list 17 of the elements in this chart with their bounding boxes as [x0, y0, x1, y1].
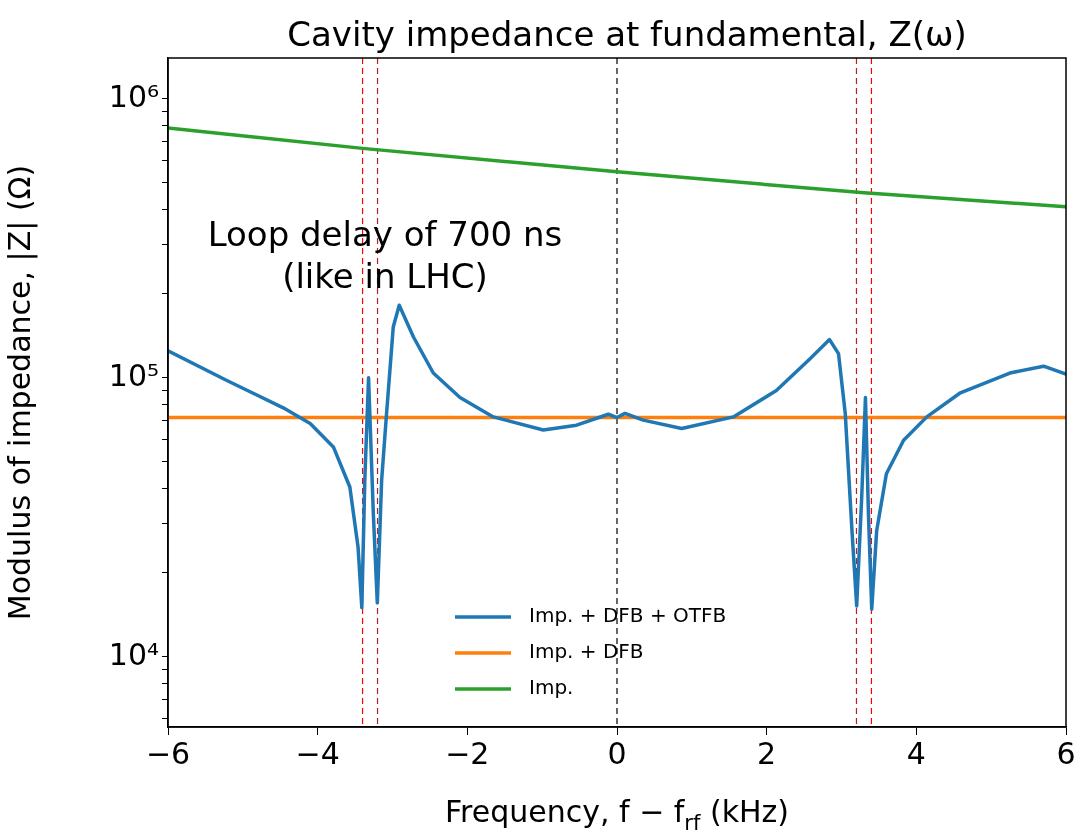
chart-title: Cavity impedance at fundamental, Z(ω)	[287, 14, 967, 54]
legend-label: Imp. + DFB	[529, 639, 644, 664]
y-axis-title: Modulus of impedance, |Z| (Ω)	[1, 164, 38, 621]
legend-label: Imp. + DFB + OTFB	[529, 603, 727, 628]
x-tick-label: −4	[295, 735, 340, 771]
legend-label: Imp.	[529, 675, 574, 700]
x-tick-label: −6	[145, 735, 191, 771]
x-tick-label: 0	[607, 735, 627, 771]
y-tick-label: 10⁵	[108, 357, 159, 393]
annotation: Loop delay of 700 ns	[207, 214, 563, 254]
x-tick-label: 4	[906, 735, 926, 771]
y-tick-label: 10⁴	[108, 636, 159, 672]
x-tick-label: −2	[445, 735, 490, 771]
x-tick-label: 2	[757, 735, 777, 771]
y-tick-label: 10⁶	[108, 78, 159, 114]
x-tick-label: 6	[1056, 735, 1076, 771]
annotation: (like in LHC)	[282, 256, 488, 296]
